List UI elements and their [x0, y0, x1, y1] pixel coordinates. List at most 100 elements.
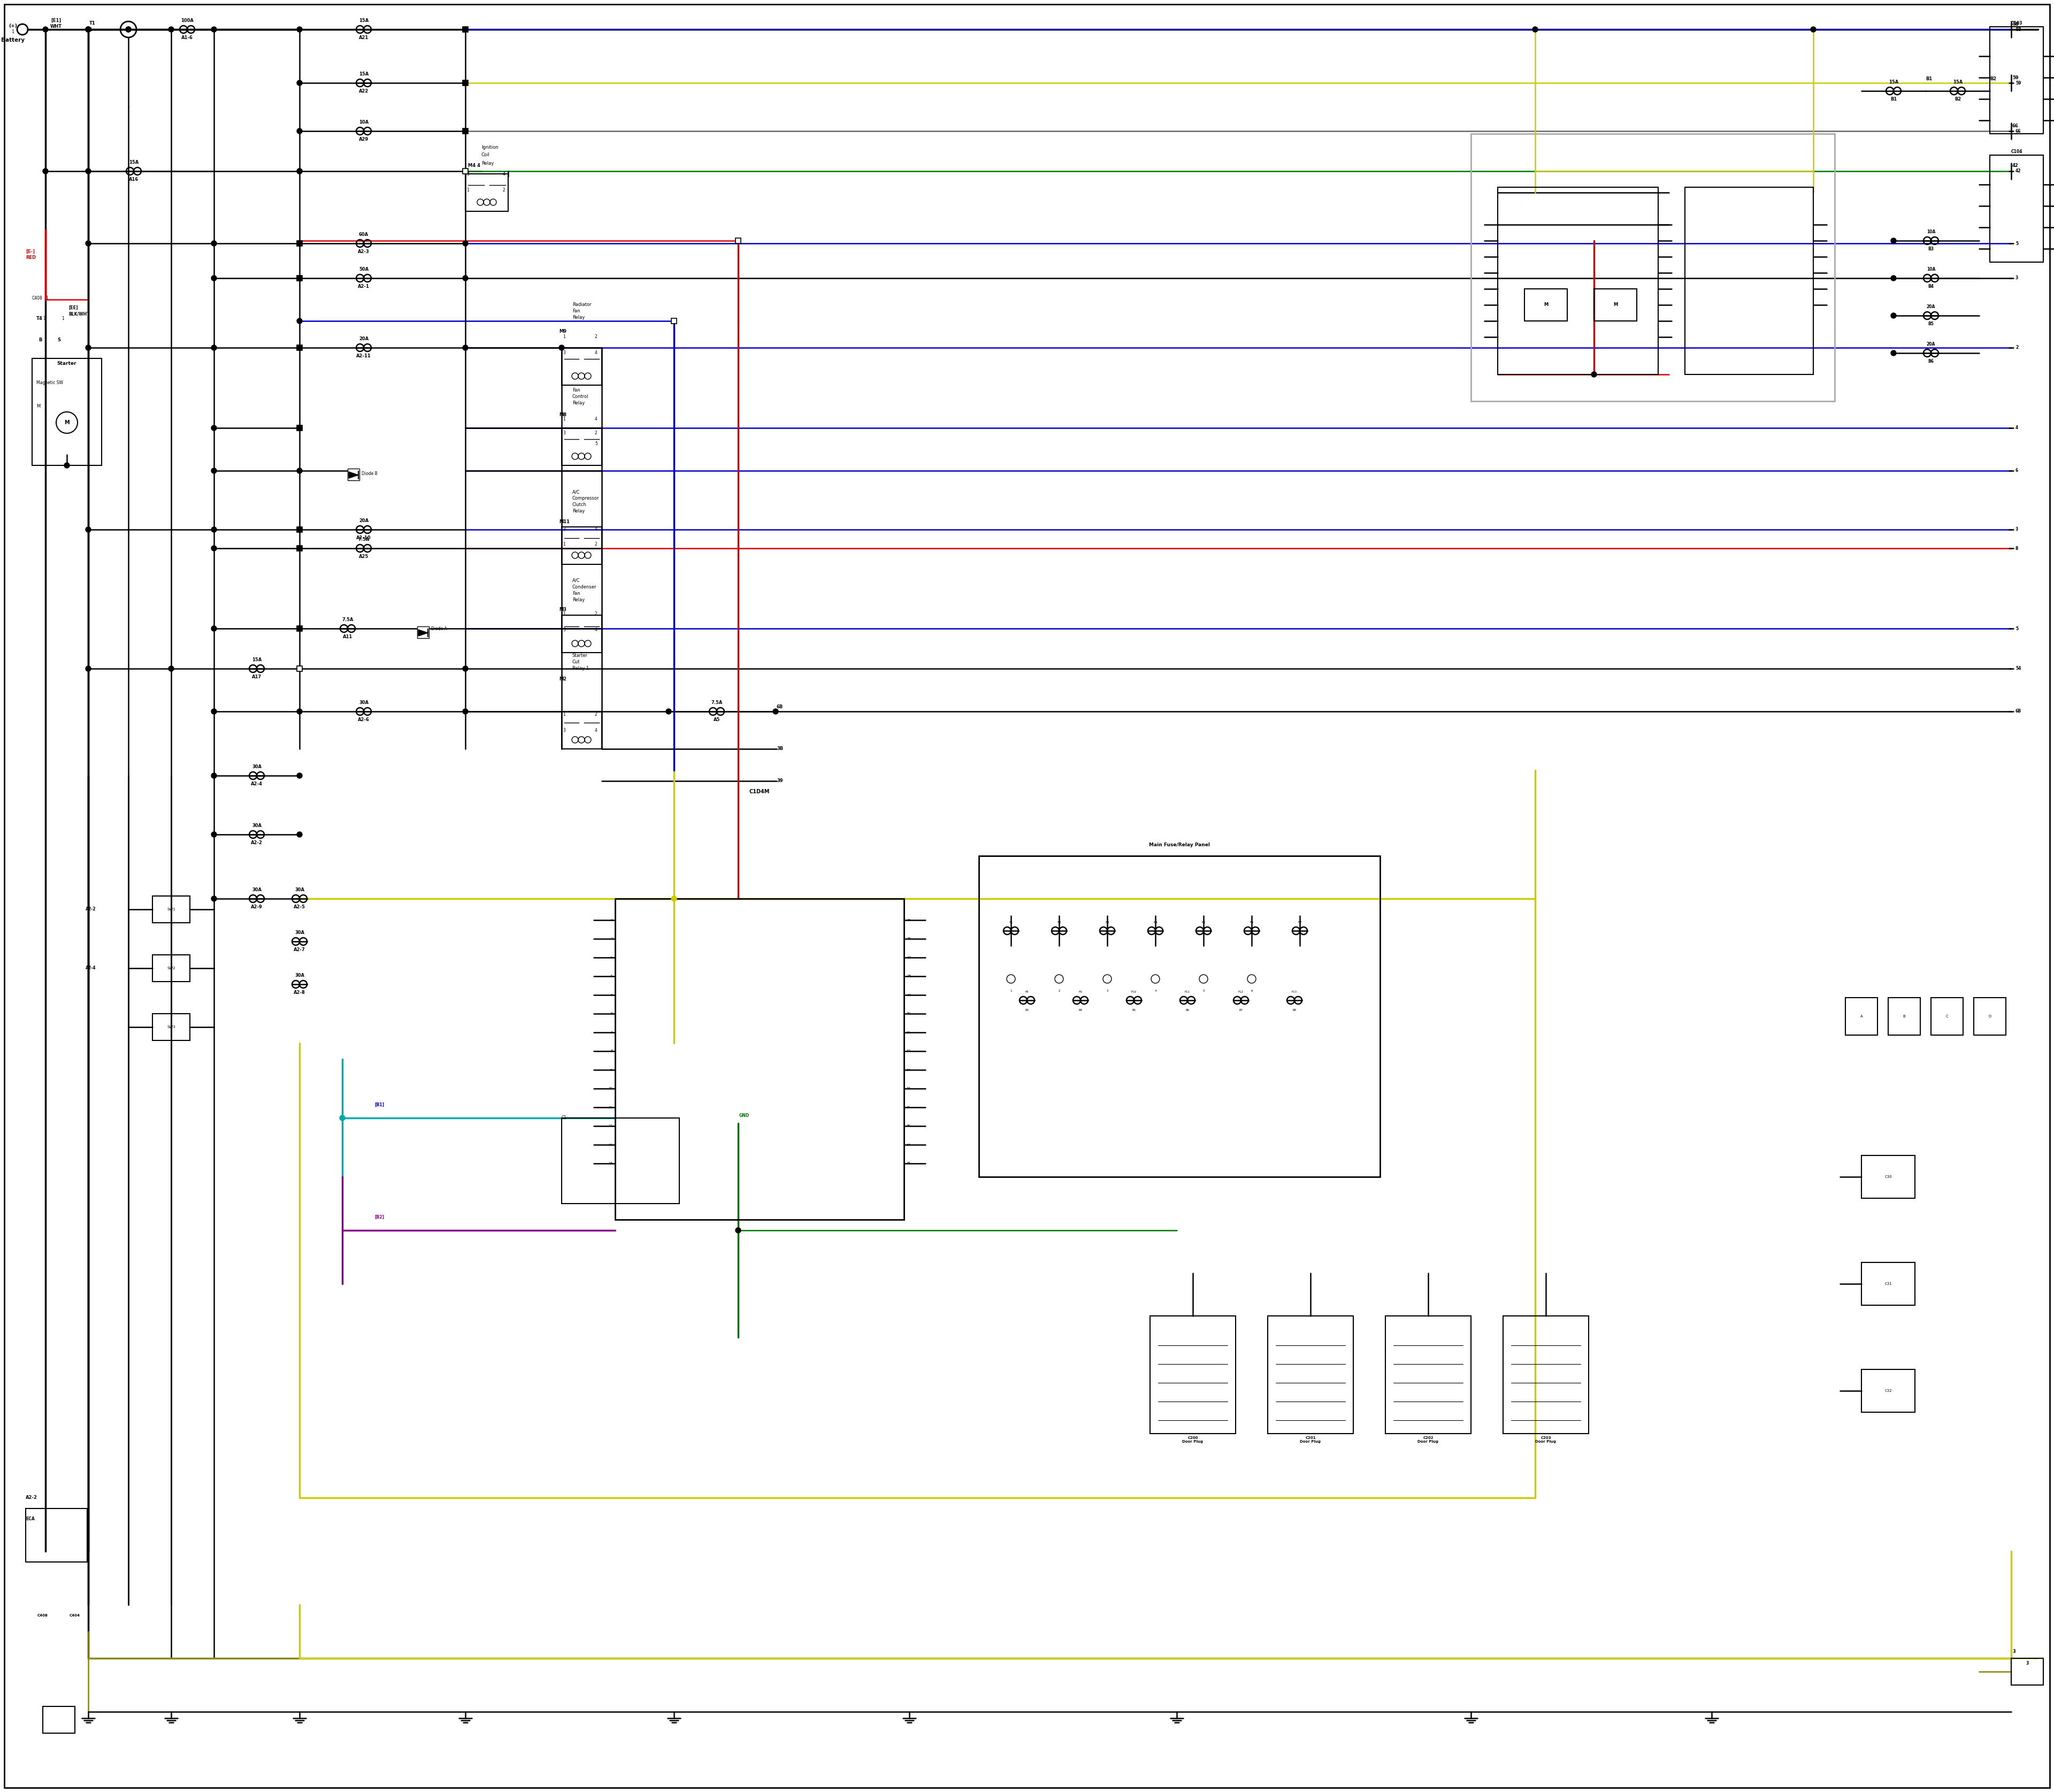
Text: 1: 1	[563, 416, 565, 421]
Text: 5: 5	[2015, 625, 2019, 631]
Text: 3: 3	[2015, 527, 2019, 532]
Text: 4: 4	[596, 728, 598, 733]
Text: F5: F5	[1202, 921, 1206, 925]
Bar	[561, 348, 602, 385]
Text: Condenser: Condenser	[573, 584, 596, 590]
Text: 30A: 30A	[294, 930, 304, 935]
Bar	[298, 425, 302, 430]
Text: 34: 34	[906, 1088, 910, 1090]
Text: 29: 29	[906, 993, 910, 996]
Bar	[1861, 1369, 1914, 1412]
Text: 1: 1	[563, 611, 565, 616]
Text: C30: C30	[1884, 1176, 1892, 1179]
Text: [EE]: [EE]	[68, 305, 78, 310]
Bar	[1471, 134, 1834, 401]
Circle shape	[86, 27, 90, 32]
Text: 5: 5	[610, 993, 612, 996]
Text: 2: 2	[2015, 346, 2019, 349]
Bar	[462, 27, 468, 32]
Text: 35: 35	[906, 1106, 910, 1109]
Text: 3: 3	[563, 527, 565, 532]
Circle shape	[86, 27, 90, 32]
Text: 30A: 30A	[253, 823, 261, 828]
Bar	[298, 667, 302, 672]
Text: B7: B7	[1239, 1009, 1243, 1011]
Text: 27: 27	[906, 957, 910, 959]
Text: A16: A16	[129, 177, 138, 181]
Circle shape	[298, 831, 302, 837]
Text: 30A: 30A	[294, 973, 304, 978]
Text: A2-6: A2-6	[357, 717, 370, 722]
Circle shape	[462, 240, 468, 246]
Text: SW1: SW1	[166, 909, 175, 910]
Bar	[561, 527, 602, 564]
Text: 2: 2	[596, 430, 598, 435]
Text: 4: 4	[596, 527, 598, 532]
Text: M4 4: M4 4	[468, 163, 481, 168]
Text: T4: T4	[37, 315, 43, 321]
Circle shape	[339, 1115, 345, 1120]
Text: F2: F2	[1058, 921, 1062, 925]
Circle shape	[298, 276, 302, 281]
Circle shape	[212, 545, 216, 550]
Text: 58: 58	[2013, 22, 2019, 27]
Text: 33: 33	[906, 1068, 910, 1072]
Text: F4: F4	[1154, 921, 1156, 925]
Text: M: M	[64, 419, 70, 425]
Circle shape	[735, 1228, 741, 1233]
Circle shape	[168, 667, 175, 672]
Text: 3: 3	[563, 351, 565, 355]
Text: A25: A25	[359, 554, 368, 559]
Text: 3: 3	[563, 728, 565, 733]
Text: Control: Control	[573, 394, 589, 400]
Bar	[561, 615, 602, 652]
Text: 6B: 6B	[776, 704, 783, 710]
Text: 7.5A: 7.5A	[341, 616, 353, 622]
Bar	[1931, 998, 1964, 1036]
Bar	[462, 168, 468, 174]
Text: 4: 4	[2015, 425, 2019, 430]
Text: 13: 13	[608, 1143, 612, 1147]
Text: (+): (+)	[8, 23, 16, 29]
Bar	[1150, 1315, 1237, 1434]
Text: M: M	[37, 405, 41, 409]
Text: 59: 59	[2013, 75, 2019, 81]
Text: B2: B2	[1955, 97, 1962, 102]
Text: 10: 10	[608, 1088, 612, 1090]
Circle shape	[462, 346, 468, 351]
Text: A2-9: A2-9	[251, 905, 263, 909]
Text: 30A: 30A	[253, 765, 261, 769]
Text: C31: C31	[1884, 1283, 1892, 1285]
Circle shape	[672, 896, 676, 901]
Text: 3: 3	[466, 172, 468, 176]
Text: 9: 9	[610, 1068, 612, 1072]
Text: 42: 42	[2013, 163, 2019, 168]
Text: GND: GND	[739, 1113, 750, 1118]
Bar	[152, 896, 189, 923]
Text: 15A: 15A	[253, 658, 261, 663]
Circle shape	[212, 896, 216, 901]
Circle shape	[298, 129, 302, 134]
Text: F7: F7	[1298, 921, 1302, 925]
Bar	[298, 240, 302, 246]
Text: Coil: Coil	[481, 152, 489, 158]
Text: SW2: SW2	[166, 966, 175, 969]
Text: 5: 5	[2015, 240, 2019, 246]
Text: 15A: 15A	[359, 72, 368, 77]
Text: Relay: Relay	[481, 161, 493, 165]
Circle shape	[125, 27, 131, 32]
Circle shape	[462, 129, 468, 134]
Text: 3: 3	[2025, 1661, 2029, 1667]
Text: [B2]: [B2]	[374, 1215, 384, 1219]
Text: B: B	[1902, 1014, 1906, 1018]
Circle shape	[1892, 276, 1896, 281]
Text: A29: A29	[359, 136, 368, 142]
Polygon shape	[419, 629, 427, 636]
Text: C104: C104	[2011, 149, 2023, 154]
Circle shape	[772, 710, 778, 715]
Text: B: B	[39, 337, 41, 342]
Text: 10A: 10A	[359, 120, 368, 125]
Text: M11: M11	[559, 520, 569, 523]
Text: C202
Door Plug: C202 Door Plug	[1417, 1437, 1438, 1444]
Circle shape	[86, 168, 90, 174]
